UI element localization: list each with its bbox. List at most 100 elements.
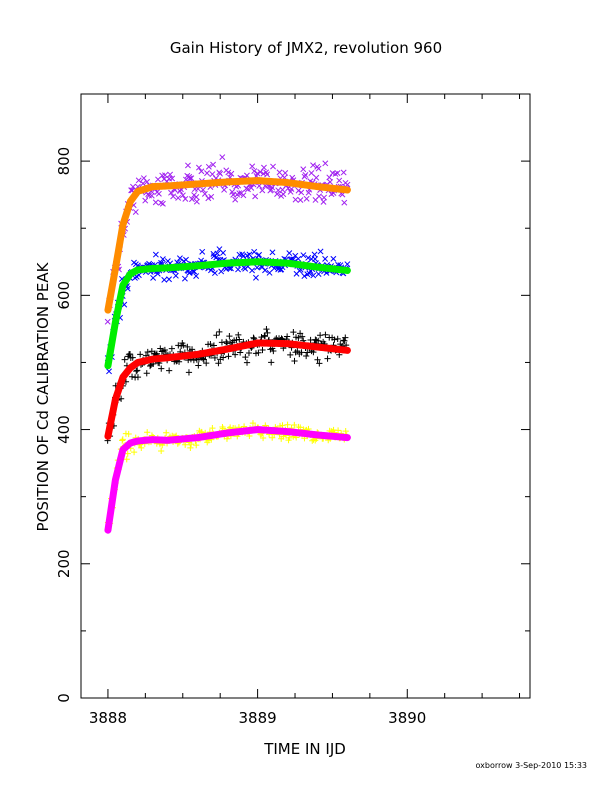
data-point bbox=[134, 374, 142, 381]
data-point bbox=[199, 248, 206, 255]
data-point bbox=[240, 192, 247, 199]
data-point bbox=[280, 191, 287, 198]
x-tick-label: 3888 bbox=[89, 709, 127, 727]
data-point bbox=[180, 342, 187, 349]
data-point bbox=[256, 251, 263, 258]
data-point bbox=[297, 330, 304, 337]
data-point bbox=[249, 267, 256, 274]
data-point bbox=[225, 353, 232, 360]
data-point bbox=[303, 195, 310, 202]
y-tick-label: 600 bbox=[55, 281, 73, 310]
data-point bbox=[133, 368, 140, 375]
data-point bbox=[232, 196, 239, 203]
data-point bbox=[119, 436, 126, 443]
y-axis-label: POSITION OF Cd CALIBRATION PEAK bbox=[34, 261, 52, 531]
data-point bbox=[106, 368, 112, 375]
data-point bbox=[191, 268, 198, 275]
data-point bbox=[168, 345, 175, 352]
data-point bbox=[314, 356, 321, 363]
data-point bbox=[161, 346, 168, 354]
data-point bbox=[176, 255, 183, 262]
data-point bbox=[259, 434, 267, 442]
data-point bbox=[344, 261, 351, 268]
tick-layer: 0 200 400 600 800 3888 3889 3890 bbox=[55, 93, 530, 727]
data-point bbox=[210, 342, 218, 349]
data-point bbox=[184, 343, 191, 350]
data-point bbox=[334, 335, 341, 343]
data-point bbox=[331, 336, 338, 343]
data-point bbox=[125, 430, 132, 438]
data-point bbox=[295, 334, 302, 341]
data-point bbox=[104, 318, 111, 325]
data-point bbox=[144, 429, 151, 436]
data-point bbox=[286, 434, 293, 441]
data-point bbox=[169, 175, 176, 182]
data-point bbox=[119, 437, 126, 444]
data-point bbox=[243, 172, 250, 179]
scatter-layer bbox=[104, 154, 351, 529]
data-point bbox=[148, 192, 155, 199]
data-point bbox=[182, 195, 189, 202]
data-point bbox=[269, 249, 276, 256]
data-point bbox=[315, 271, 322, 278]
data-point bbox=[317, 332, 324, 339]
data-point bbox=[143, 370, 150, 377]
data-point bbox=[172, 272, 179, 279]
data-point bbox=[223, 435, 231, 442]
plot-area bbox=[80, 93, 531, 699]
data-point bbox=[301, 173, 308, 180]
data-point bbox=[282, 170, 289, 176]
data-point bbox=[213, 332, 220, 339]
data-point bbox=[295, 187, 302, 194]
data-point bbox=[292, 196, 299, 203]
data-point bbox=[245, 349, 253, 357]
data-point bbox=[255, 349, 262, 356]
data-point bbox=[215, 360, 222, 367]
data-point bbox=[261, 333, 269, 340]
data-point bbox=[322, 255, 329, 262]
data-point bbox=[166, 367, 173, 374]
data-point bbox=[334, 427, 342, 434]
data-point bbox=[186, 175, 193, 182]
data-point bbox=[269, 434, 276, 441]
data-point bbox=[260, 164, 267, 171]
x-axis-label: TIME IN IJD bbox=[263, 740, 346, 758]
data-point bbox=[253, 274, 259, 281]
data-point bbox=[302, 172, 309, 178]
data-point bbox=[225, 169, 232, 176]
data-point bbox=[140, 180, 146, 187]
data-point bbox=[123, 456, 130, 463]
data-point bbox=[186, 269, 193, 276]
fit-layer bbox=[104, 177, 351, 534]
data-point bbox=[228, 170, 235, 177]
data-point bbox=[261, 332, 268, 339]
data-point bbox=[295, 255, 302, 262]
data-point bbox=[297, 197, 304, 204]
data-point bbox=[263, 325, 270, 333]
data-point bbox=[210, 161, 217, 168]
y-tick-label: 800 bbox=[55, 147, 73, 176]
data-point bbox=[248, 184, 255, 191]
y-tick-label: 200 bbox=[55, 549, 73, 578]
data-point bbox=[214, 250, 221, 257]
data-point bbox=[254, 170, 261, 177]
footer-stamp: oxborrow 3-Sep-2010 15:33 bbox=[476, 761, 588, 770]
data-point bbox=[163, 429, 170, 436]
data-point bbox=[220, 354, 227, 361]
data-point bbox=[216, 328, 223, 335]
data-point bbox=[223, 340, 231, 347]
data-point bbox=[183, 256, 189, 263]
data-point bbox=[220, 249, 227, 256]
data-point bbox=[208, 193, 215, 200]
data-point bbox=[184, 162, 191, 169]
data-point bbox=[270, 347, 277, 355]
data-point bbox=[124, 450, 131, 457]
data-point bbox=[228, 265, 234, 272]
data-point bbox=[147, 362, 154, 370]
data-point bbox=[317, 248, 324, 255]
data-point bbox=[249, 163, 256, 170]
data-point bbox=[298, 349, 305, 356]
data-point bbox=[299, 333, 306, 340]
data-point bbox=[249, 420, 257, 427]
data-point bbox=[258, 334, 265, 341]
